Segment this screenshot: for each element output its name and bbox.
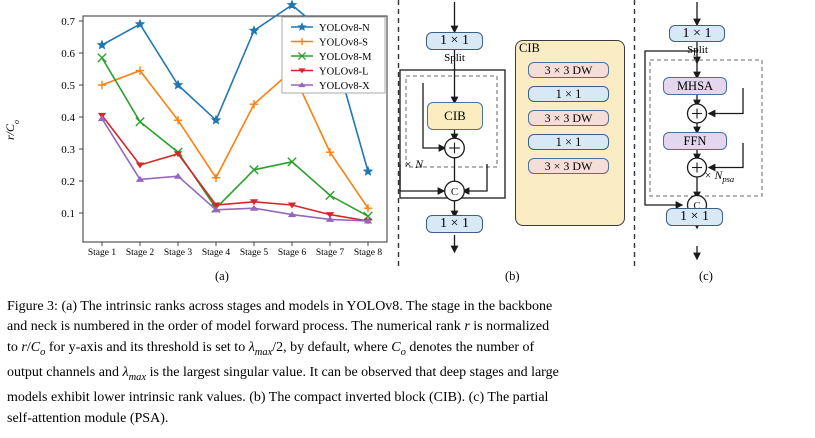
svg-text:YOLOv8-N: YOLOv8-N: [319, 23, 370, 34]
svg-text:Stage 2: Stage 2: [126, 248, 154, 258]
svg-text:C: C: [451, 186, 458, 198]
svg-text:Stage 8: Stage 8: [354, 248, 382, 258]
svg-text:Stage 6: Stage 6: [278, 248, 306, 258]
svg-text:YOLOv8-S: YOLOv8-S: [319, 38, 368, 49]
svg-text:0.6: 0.6: [61, 48, 75, 60]
svg-text:0.4: 0.4: [61, 112, 75, 124]
svg-text:Stage 4: Stage 4: [202, 248, 230, 258]
svg-text:0.7: 0.7: [61, 16, 75, 28]
svg-text:Stage 3: Stage 3: [164, 248, 192, 258]
svg-text:YOLOv8-M: YOLOv8-M: [319, 52, 372, 63]
svg-text:0.3: 0.3: [61, 144, 75, 156]
svg-text:Stage 7: Stage 7: [316, 248, 344, 258]
svg-text:YOLOv8-X: YOLOv8-X: [319, 81, 370, 92]
svg-text:Stage 1: Stage 1: [88, 248, 116, 258]
svg-text:0.5: 0.5: [61, 80, 75, 92]
svg-text:0.2: 0.2: [61, 176, 75, 188]
svg-text:Stage 5: Stage 5: [240, 248, 268, 258]
svg-text:0.1: 0.1: [61, 208, 75, 220]
svg-text:YOLOv8-L: YOLOv8-L: [319, 67, 369, 78]
svg-text:r/Co: r/Co: [3, 120, 21, 140]
